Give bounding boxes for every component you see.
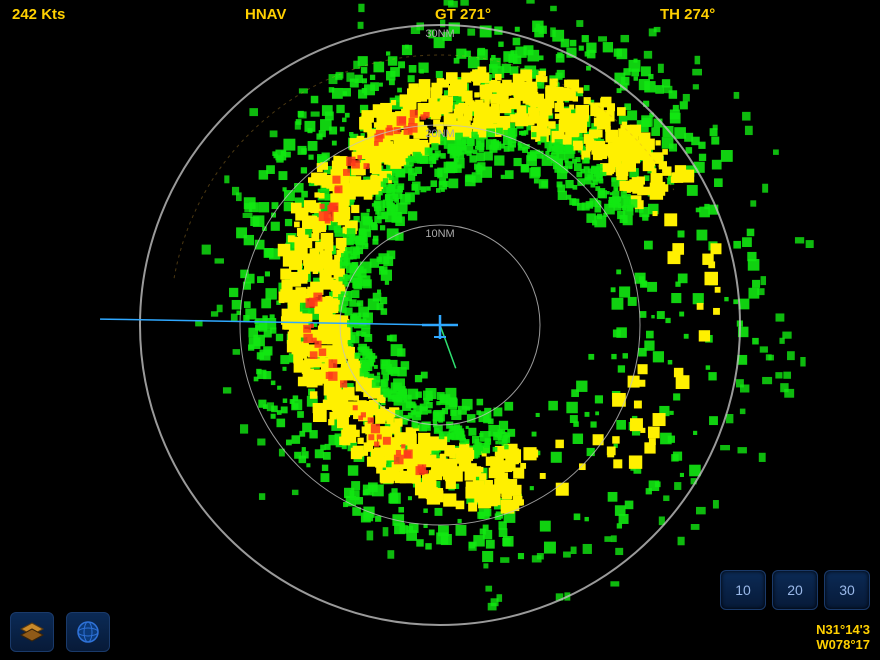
bottom-icon-group — [10, 612, 110, 652]
range-button-group: 10 20 30 — [720, 570, 870, 610]
position-readout: N31°14'3 W078°17 — [816, 622, 870, 652]
globe-button[interactable] — [66, 612, 110, 652]
svg-text:20NM: 20NM — [425, 128, 454, 140]
layers-icon — [19, 621, 45, 643]
svg-text:30NM: 30NM — [425, 28, 454, 40]
longitude-readout: W078°17 — [816, 637, 870, 652]
range-30-button[interactable]: 30 — [824, 570, 870, 610]
range-10-button[interactable]: 10 — [720, 570, 766, 610]
map-layers-button[interactable] — [10, 612, 54, 652]
globe-icon — [75, 619, 101, 645]
range-20-button[interactable]: 20 — [772, 570, 818, 610]
svg-text:10NM: 10NM — [425, 228, 454, 240]
radar-scope: 10NM 20NM 30NM — [0, 0, 880, 660]
latitude-readout: N31°14'3 — [816, 622, 870, 637]
